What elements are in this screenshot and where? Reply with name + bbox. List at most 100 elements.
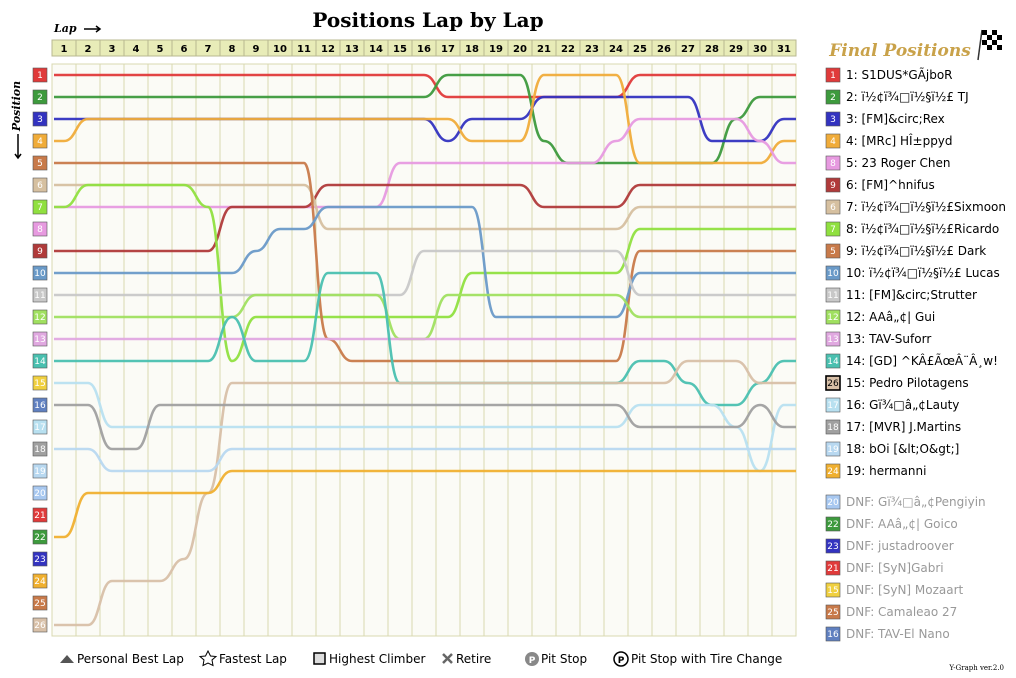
final-position-number: 7 [830, 225, 836, 235]
final-position-box [825, 67, 841, 83]
start-position-box [32, 89, 48, 105]
final-position-label: 8: ï½¢ï¾□ï½§ï½£Ricardo [846, 222, 999, 236]
pit-stop-icon [525, 652, 539, 666]
start-position-box [32, 463, 48, 479]
final-position-label: 12: AAâ„¢| Gui [846, 310, 935, 324]
dnf-position-box [825, 494, 841, 510]
version-label: Y-Graph ver.2.0 [948, 664, 1004, 672]
lap-number: 29 [729, 44, 743, 55]
lap-number: 14 [369, 44, 383, 55]
start-position-box [32, 111, 48, 127]
legend-personal-best: Personal Best Lap [77, 652, 184, 666]
start-position-number: 19 [34, 467, 46, 477]
start-position-number: 14 [34, 357, 46, 367]
start-position-box [32, 331, 48, 347]
dnf-position-number: 21 [827, 564, 838, 574]
start-position-box [32, 133, 48, 149]
start-position-number: 11 [34, 291, 45, 301]
lap-number: 20 [513, 44, 527, 55]
final-position-number: 9 [830, 181, 836, 191]
dnf-results: 20 DNF: Gï¾□â„¢Pengiyin 22 DNF: AAâ„¢| Goic… [825, 494, 986, 642]
start-position-number: 8 [37, 225, 43, 235]
final-position-label: 3: [FM]&circ;Rex [846, 112, 945, 126]
lap-number: 9 [253, 44, 260, 55]
dnf-position-box [825, 538, 841, 554]
start-position-box [32, 507, 48, 523]
pit-tire-icon-glyph: P [618, 656, 625, 666]
start-position-number: 12 [34, 313, 45, 323]
dnf-position-number: 20 [827, 498, 839, 508]
start-position-number: 13 [34, 335, 45, 345]
start-position-number: 24 [34, 577, 46, 587]
driver-line-18 [54, 447, 796, 473]
final-position-label: 18: bOi [&lt;O&gt;] [846, 442, 959, 456]
lap-number: 18 [465, 44, 479, 55]
final-position-box [825, 177, 841, 193]
dnf-position-box [825, 626, 841, 642]
driver-line-8 [54, 183, 796, 363]
start-position-number: 2 [37, 93, 43, 103]
final-position-number: 6 [830, 203, 836, 213]
lap-number: 23 [585, 44, 599, 55]
lap-number: 2 [85, 44, 92, 55]
driver-line-15 [54, 359, 796, 627]
final-position-label: 10: ï½¢ï¾□ï½§ï½£ Lucas [846, 266, 1000, 280]
final-position-number: 10 [827, 269, 839, 279]
dnf-label: DNF: TAV-El Nano [846, 627, 950, 641]
dnf-position-box [825, 604, 841, 620]
final-position-number: 12 [827, 313, 838, 323]
start-position-number: 21 [34, 511, 45, 521]
final-position-number: 8 [830, 159, 836, 169]
start-position-number: 10 [34, 269, 46, 279]
start-position-box [32, 243, 48, 259]
lap-number: 8 [229, 44, 236, 55]
start-position-box [32, 375, 48, 391]
start-position-number: 9 [37, 247, 43, 257]
final-position-number: 2 [830, 93, 836, 103]
legend-fastest: Fastest Lap [219, 652, 287, 666]
start-position-number: 25 [34, 599, 45, 609]
start-position-number: 3 [37, 115, 43, 125]
start-position-number: 17 [34, 423, 45, 433]
lap-number: 17 [441, 44, 455, 55]
driver-line-9 [54, 161, 796, 363]
dnf-label: DNF: AAâ„¢| Goico [846, 517, 958, 531]
lap-number: 6 [181, 44, 188, 55]
start-position-box [32, 529, 48, 545]
lap-number: 16 [417, 44, 431, 55]
final-position-label: 5: 23 Roger Chen [846, 156, 950, 170]
final-position-box [825, 89, 841, 105]
final-results: 1 1: S1DUS*GÃjboR 2 2: ï½¢ï¾□ï½§ï½£ TJ 3 3: [… [825, 67, 1006, 479]
final-position-number: 5 [830, 247, 836, 257]
lap-number: 24 [609, 44, 623, 55]
driver-line-19 [54, 469, 796, 539]
start-position-number: 6 [37, 181, 43, 191]
dnf-position-box [825, 582, 841, 598]
legend-pit: Pit Stop [541, 652, 587, 666]
start-position-box [32, 287, 48, 303]
lap-number: 11 [297, 44, 311, 55]
retire-icon [442, 653, 453, 664]
final-positions-title: Final Positions [828, 41, 971, 61]
start-position-number: 15 [34, 379, 45, 389]
dnf-label: DNF: Gï¾□â„¢Pengiyin [846, 495, 986, 509]
lap-number: 27 [681, 44, 695, 55]
start-position-boxes: 1234567891011121314151617181920212223242… [32, 67, 48, 633]
final-position-number: 14 [827, 357, 839, 367]
start-position-box [32, 573, 48, 589]
start-position-box [32, 617, 48, 633]
lap-number: 31 [777, 44, 791, 55]
start-position-box [32, 441, 48, 457]
dnf-label: DNF: [SyN] Mozaart [846, 583, 964, 597]
dnf-position-number: 22 [827, 520, 838, 530]
start-position-box [32, 265, 48, 281]
driver-line-5 [54, 117, 796, 209]
start-position-number: 4 [37, 137, 43, 147]
final-position-number: 11 [827, 291, 838, 301]
final-position-box [825, 287, 841, 303]
dnf-position-number: 15 [827, 586, 838, 596]
start-position-box [32, 419, 48, 435]
start-position-number: 7 [37, 203, 43, 213]
final-position-number: 18 [827, 423, 839, 433]
